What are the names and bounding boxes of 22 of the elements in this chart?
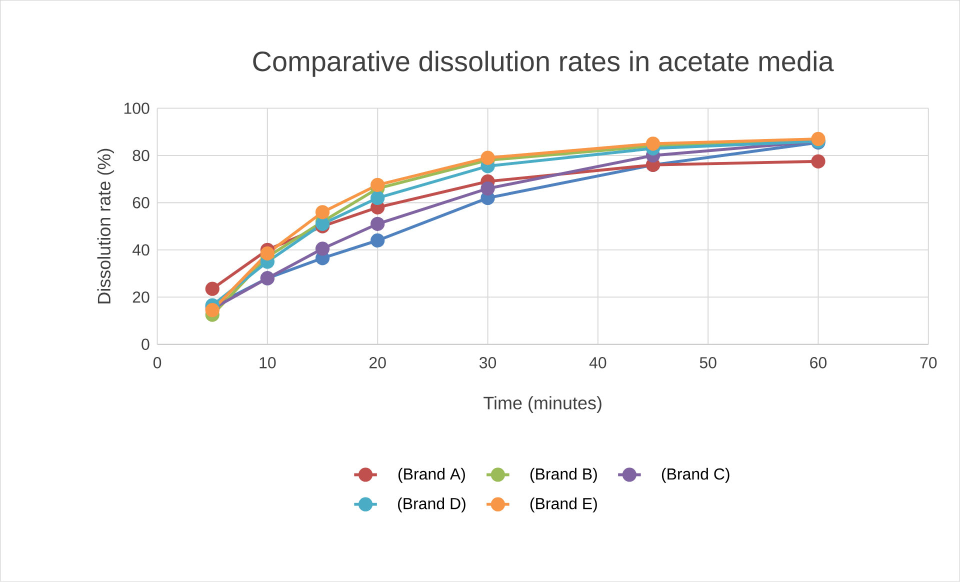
x-tick-label: 0	[153, 357, 162, 369]
y-tick-label: 60	[132, 197, 150, 209]
legend-label: (Brand A)	[398, 468, 465, 484]
y-tick-label: 40	[132, 244, 150, 256]
legend-label: (Brand E)	[530, 498, 597, 513]
legend-label: (Brand D)	[398, 498, 466, 513]
x-tick-label: 70	[920, 357, 937, 369]
x-tick-label: 60	[810, 357, 827, 369]
legend-label: (Brand C)	[662, 468, 730, 484]
x-tick-label: 20	[370, 357, 386, 369]
y-tick-label: 20	[132, 292, 150, 303]
y-tick-label: 80	[132, 150, 150, 162]
x-tick-label: 40	[589, 357, 606, 369]
chart-title: Comparative dissolution rates in acetate media	[253, 50, 834, 78]
x-axis-title: Time (minutes)	[484, 396, 602, 414]
y-tick-label: 0	[142, 338, 150, 350]
y-tick-label: 100	[124, 102, 150, 114]
legend-label: (Brand B)	[530, 468, 597, 484]
x-tick-label: 30	[479, 357, 496, 369]
x-tick-label: 50	[700, 357, 716, 369]
y-axis-title: Dissolution rate (%)	[97, 149, 114, 304]
x-tick-label: 10	[260, 357, 276, 369]
